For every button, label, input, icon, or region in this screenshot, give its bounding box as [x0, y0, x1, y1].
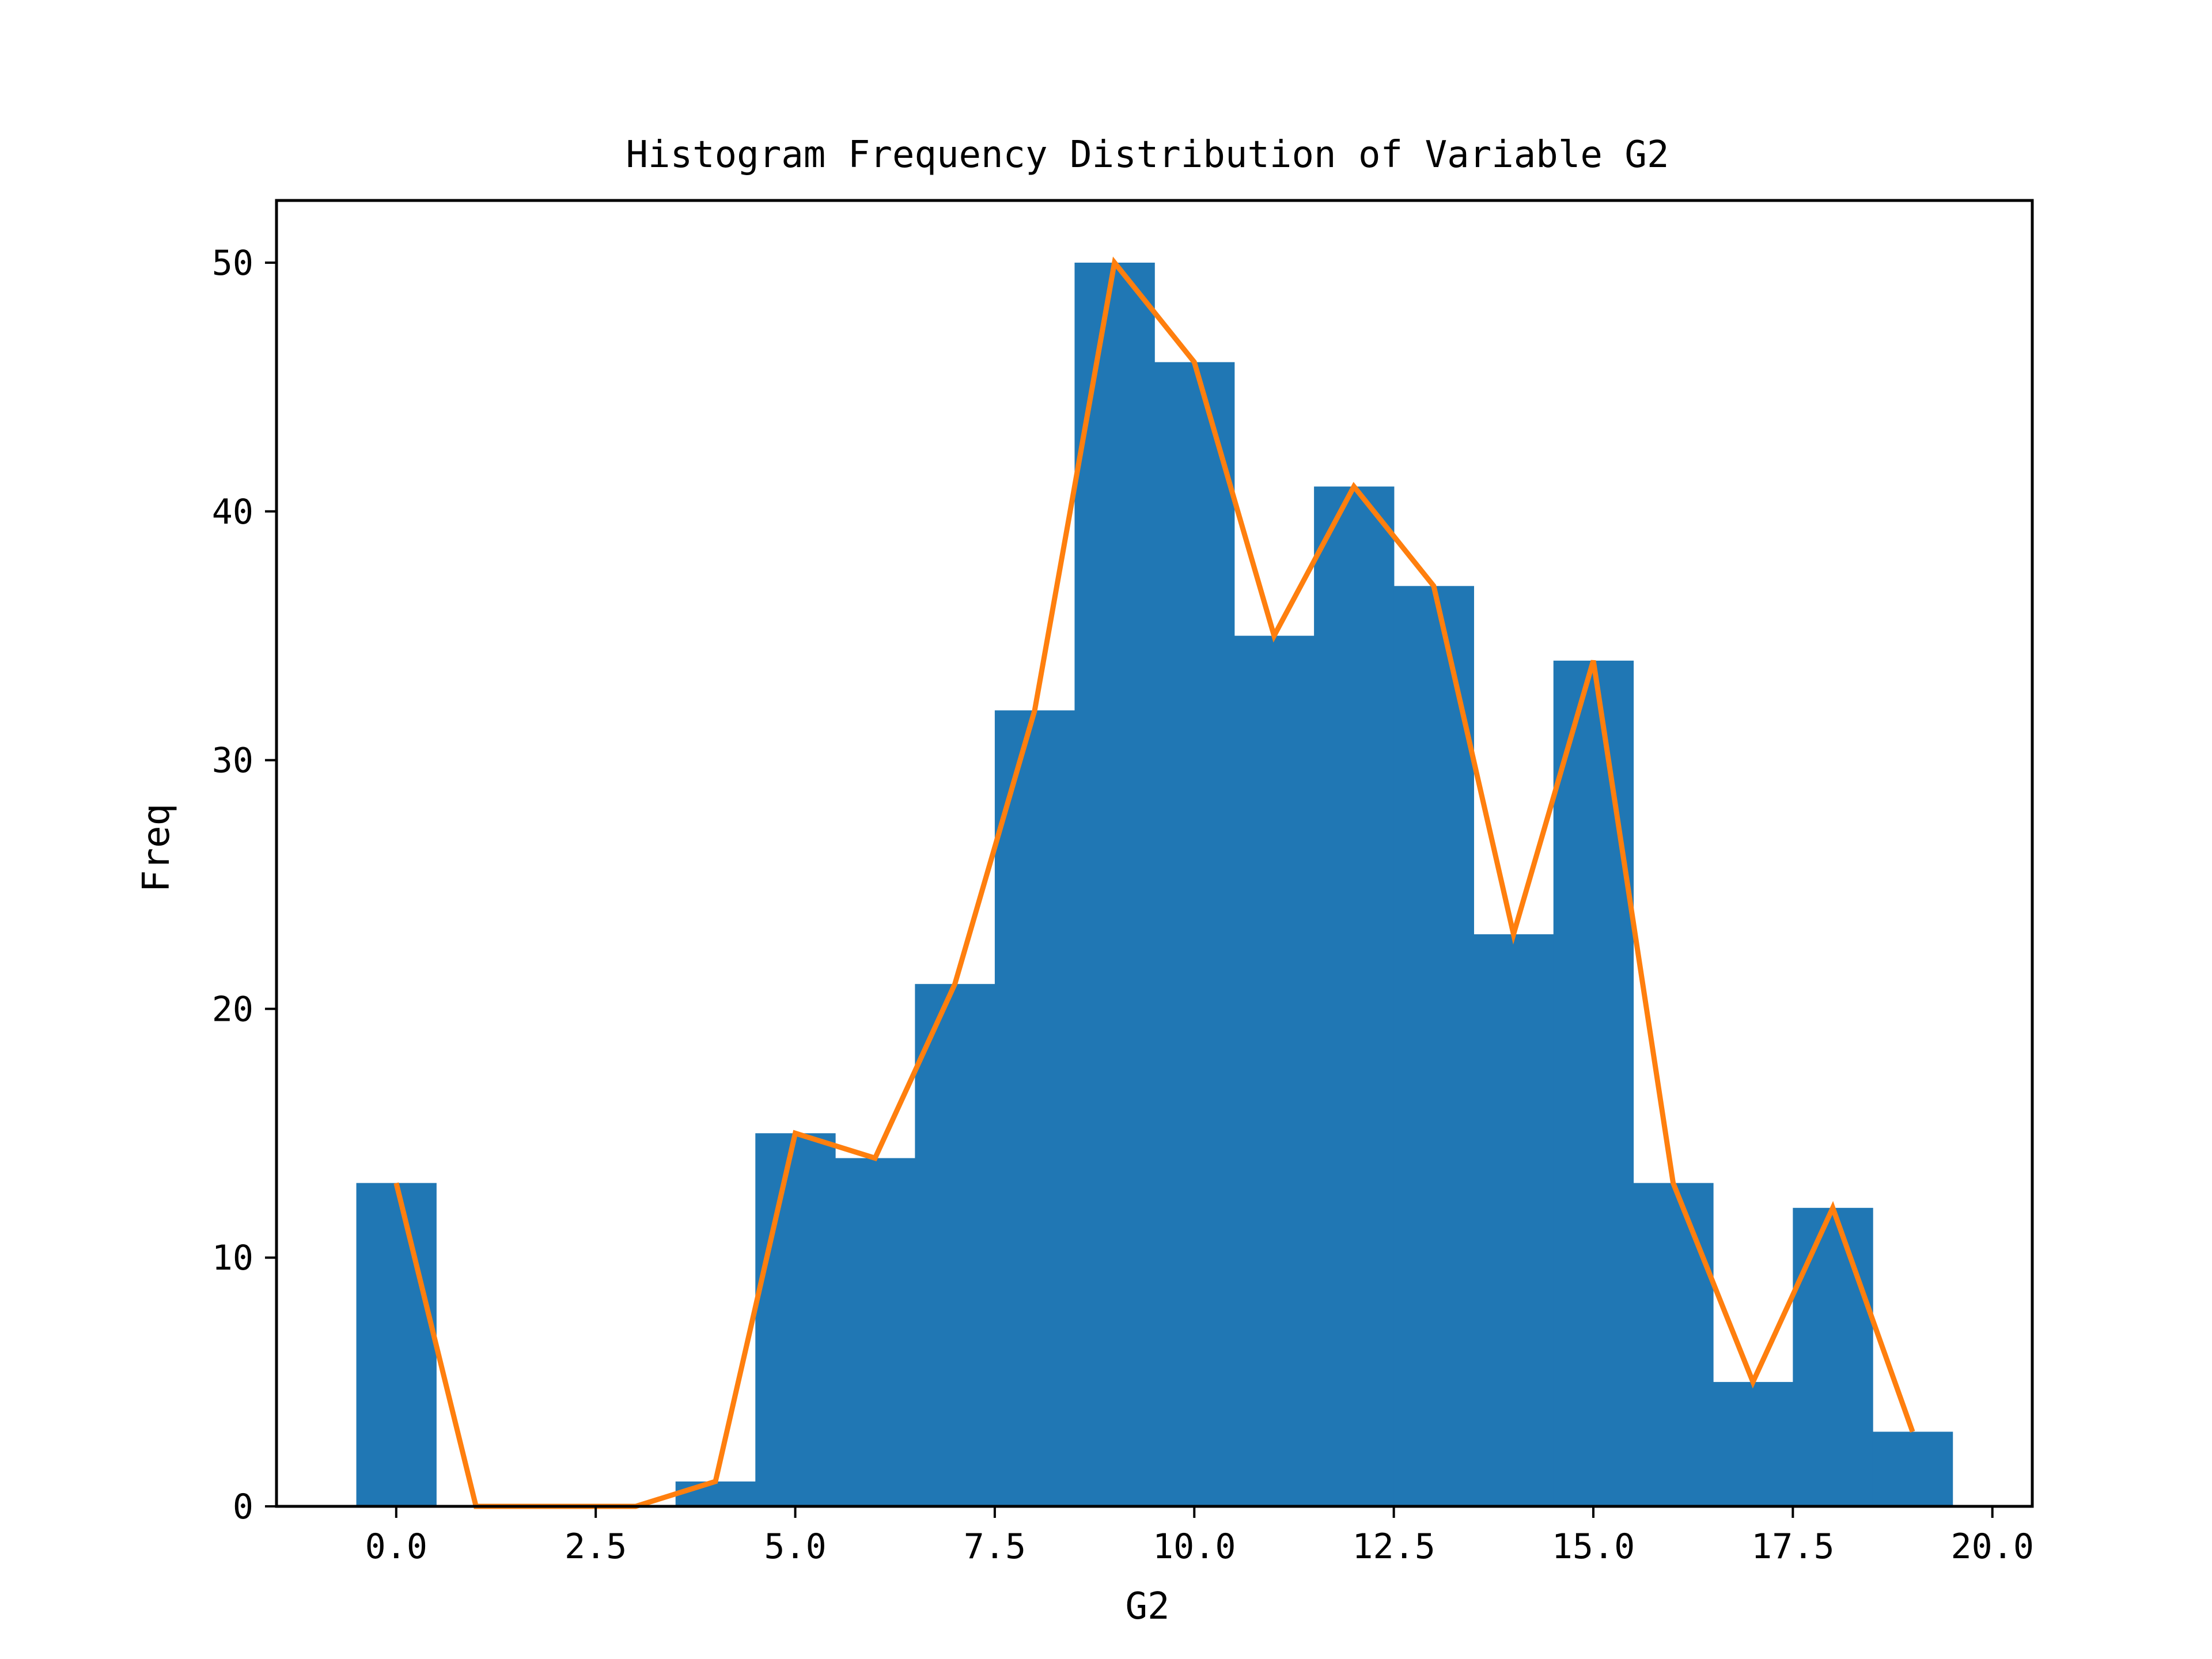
histogram-bar-19 — [1872, 1431, 1953, 1506]
histogram-bar-6 — [835, 1158, 916, 1506]
y-tick-label: 20 — [212, 989, 253, 1029]
y-tick-label: 30 — [212, 741, 253, 781]
histogram-bar-15 — [1553, 660, 1634, 1506]
histogram-bar-4 — [675, 1481, 756, 1506]
x-tick-label: 17.5 — [1751, 1527, 1835, 1567]
histogram-bar-18 — [1793, 1207, 1873, 1506]
x-tick-label: 15.0 — [1552, 1527, 1635, 1567]
histogram-bar-8 — [994, 710, 1075, 1506]
y-tick-label: 10 — [212, 1238, 253, 1278]
frequency-line — [393, 256, 1915, 1509]
histogram-bar-17 — [1713, 1382, 1794, 1506]
histogram-bar-12 — [1314, 486, 1395, 1506]
x-tick-label: 2.5 — [565, 1527, 627, 1567]
x-tick-label: 5.0 — [764, 1527, 826, 1567]
y-tick-label: 40 — [212, 492, 253, 532]
x-axis-label: G2 — [1125, 1585, 1169, 1628]
plot-area-frame — [275, 199, 2034, 1508]
histogram-bar-14 — [1474, 934, 1554, 1506]
histogram-bar-10 — [1154, 362, 1235, 1506]
histogram-bar-9 — [1074, 262, 1155, 1506]
y-axis-ticks: 0 10 20 30 40 50 — [212, 243, 276, 1527]
chart-title: Histogram Frequency Distribution of Vari… — [626, 134, 1669, 176]
bars-group — [356, 262, 1953, 1507]
histogram-bar-5 — [755, 1133, 836, 1506]
y-axis-label: Freq — [135, 804, 178, 892]
histogram-bar-11 — [1234, 635, 1315, 1506]
x-tick-label: 0.0 — [365, 1527, 427, 1567]
histogram-bar-13 — [1393, 586, 1474, 1507]
histogram-bar-7 — [915, 984, 995, 1506]
x-tick-label: 7.5 — [964, 1527, 1026, 1567]
histogram-bar-16 — [1633, 1183, 1714, 1506]
x-axis-ticks: 0.0 2.5 5.0 7.5 10.0 12.5 15.0 17.5 20.0 — [365, 1506, 2034, 1567]
y-tick-label: 0 — [233, 1487, 253, 1527]
x-tick-label: 20.0 — [1950, 1527, 2034, 1567]
x-tick-label: 12.5 — [1352, 1527, 1435, 1567]
y-tick-label: 50 — [212, 243, 253, 283]
x-tick-label: 10.0 — [1153, 1527, 1236, 1567]
histogram-bar-0 — [356, 1183, 437, 1506]
